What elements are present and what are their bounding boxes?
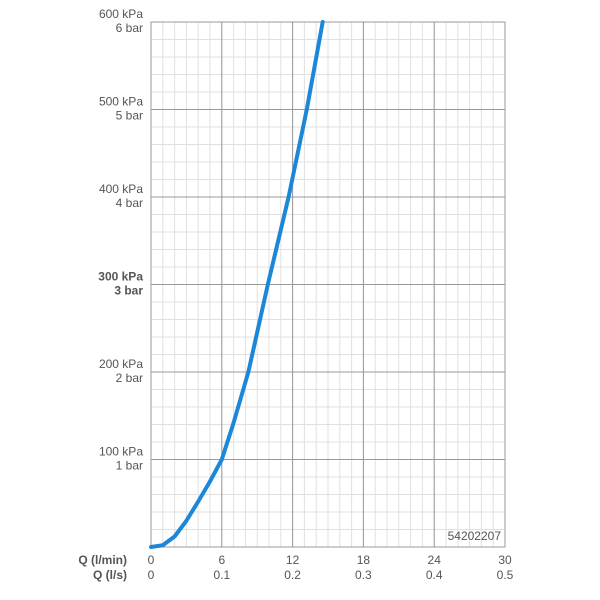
x-tick-label: 30 (498, 553, 512, 567)
y-tick-label: 300 kPa (98, 270, 143, 284)
x2-tick-label: 0.5 (497, 568, 514, 582)
x2-tick-label: 0.2 (284, 568, 301, 582)
y-tick-bar-label: 5 bar (116, 109, 143, 123)
x2-tick-label: 0.4 (426, 568, 443, 582)
y-tick-bar-label: 3 bar (114, 284, 143, 298)
x2-tick-label: 0.1 (213, 568, 230, 582)
y-tick-bar-label: 1 bar (116, 459, 143, 473)
y-tick-label: 100 kPa (99, 445, 143, 459)
x-axis-label: Q (l/min) (78, 553, 127, 567)
x2-tick-label: 0.3 (355, 568, 372, 582)
x2-tick-label: 0 (148, 568, 155, 582)
y-tick-bar-label: 4 bar (116, 196, 143, 210)
y-tick-label: 500 kPa (99, 95, 143, 109)
y-tick-label: 600 kPa (99, 7, 143, 21)
x-tick-label: 6 (218, 553, 225, 567)
annotation: 54202207 (448, 529, 502, 543)
x-tick-label: 24 (428, 553, 442, 567)
x-tick-label: 18 (357, 553, 371, 567)
curve (149, 20, 325, 549)
y-tick-bar-label: 2 bar (116, 371, 143, 385)
x2-axis-label: Q (l/s) (93, 568, 127, 582)
y-tick-bar-label: 6 bar (116, 21, 143, 35)
x-tick-label: 0 (148, 553, 155, 567)
y-tick-label: 200 kPa (99, 357, 143, 371)
x-tick-label: 12 (286, 553, 300, 567)
y-tick-label: 400 kPa (99, 182, 143, 196)
plot-frame (150, 21, 506, 548)
